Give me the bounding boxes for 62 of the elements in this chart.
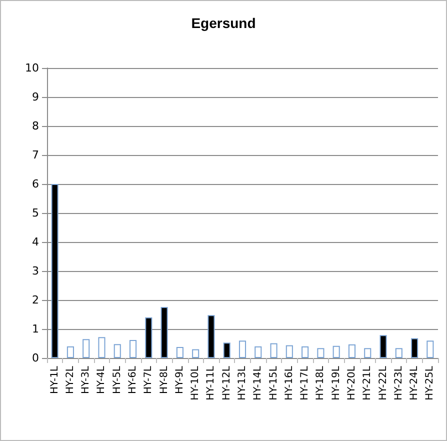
bar xyxy=(114,344,121,358)
y-tick-label: 2 xyxy=(32,294,39,306)
x-tick-label: HY-7L xyxy=(143,366,154,394)
x-tick-label: HY-12L xyxy=(221,366,232,400)
x-tick-label: HY-19L xyxy=(330,366,342,400)
bar xyxy=(317,348,324,358)
bar xyxy=(82,339,90,358)
x-tick-label: HY-16L xyxy=(284,366,295,400)
y-tick-label: 0 xyxy=(32,352,39,364)
x-tick-label: HY-18L xyxy=(315,366,326,400)
bar xyxy=(160,306,168,358)
bar xyxy=(238,340,246,358)
bar xyxy=(395,348,402,358)
bar xyxy=(380,335,387,358)
x-tick-label: HY-5L xyxy=(112,366,123,394)
y-tick-label: 1 xyxy=(32,322,39,336)
x-tick-label: HY-8L xyxy=(158,366,170,394)
bar xyxy=(223,342,230,358)
y-tick-label: 7 xyxy=(32,148,39,162)
y-tick-label: 9 xyxy=(32,90,39,104)
x-tick-label: HY-11L xyxy=(206,366,217,400)
x-tick-label: HY-21L xyxy=(362,366,374,400)
bar xyxy=(98,337,106,358)
x-tick-label: HY-10L xyxy=(190,366,202,400)
bar xyxy=(130,340,137,358)
bar xyxy=(302,346,309,358)
y-tick-label: 3 xyxy=(32,264,39,278)
x-tick-label: HY-23L xyxy=(393,366,404,400)
x-tick-label: HY-15L xyxy=(268,366,280,400)
x-tick-label: HY-2L xyxy=(64,366,76,394)
x-tick-label: HY-4L xyxy=(96,366,108,394)
bar xyxy=(270,343,278,358)
x-tick-label: HY-13L xyxy=(237,366,248,400)
x-tick-label: HY-20L xyxy=(346,366,358,400)
bar xyxy=(364,348,372,358)
chart-title: Egersund xyxy=(191,15,256,31)
bar xyxy=(348,344,356,358)
x-tick-label: HY-25L xyxy=(424,366,436,400)
bar xyxy=(332,346,340,358)
x-tick-label: HY-24L xyxy=(409,366,420,400)
bar xyxy=(66,346,74,358)
bar xyxy=(286,345,293,358)
y-tick-label: 5 xyxy=(32,206,39,220)
x-tick-label: HY-3L xyxy=(80,366,92,394)
y-tick-label: 8 xyxy=(32,120,39,132)
bar xyxy=(254,346,262,358)
x-tick-label: HY-6L xyxy=(128,366,139,394)
y-tick-label: 6 xyxy=(32,178,39,190)
x-tick-label: HY-22L xyxy=(378,366,389,400)
bar xyxy=(145,317,152,358)
bar xyxy=(176,346,184,358)
bar xyxy=(208,315,215,358)
y-tick-label: 10 xyxy=(25,62,39,74)
bar xyxy=(192,349,200,358)
x-tick-label: HY-9L xyxy=(174,366,186,394)
y-tick-label: 4 xyxy=(32,236,39,248)
bar xyxy=(411,338,418,358)
bar xyxy=(426,340,434,358)
x-tick-label: HY-17L xyxy=(300,366,311,400)
x-tick-label: HY-1L xyxy=(49,366,60,394)
bar xyxy=(51,184,58,358)
x-tick-label: HY-14L xyxy=(252,366,264,400)
